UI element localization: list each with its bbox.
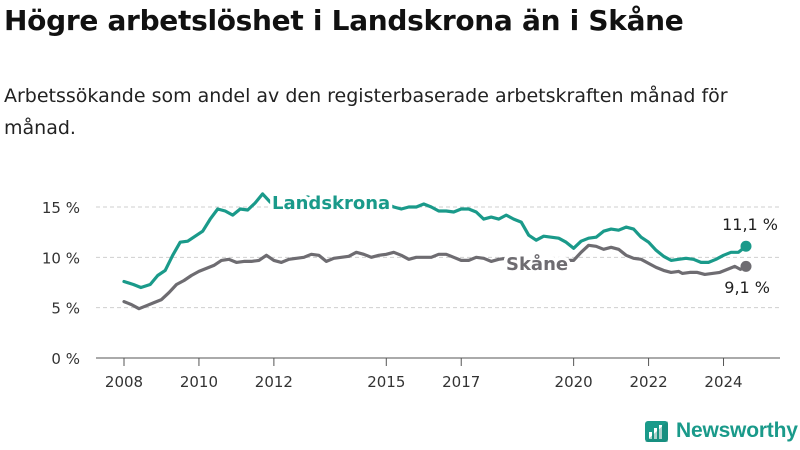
x-tick-label: 2010 xyxy=(180,373,218,391)
end-point-skane xyxy=(740,260,752,272)
x-tick-label: 2024 xyxy=(704,373,742,391)
x-tick-label: 2022 xyxy=(629,373,667,391)
end-point-landskrona xyxy=(740,240,752,252)
series-label-landskrona: Landskrona xyxy=(272,193,390,214)
x-tick-label: 2008 xyxy=(105,373,143,391)
end-value-label-skane: 9,1 % xyxy=(724,278,770,297)
series-label-skane: Skåne xyxy=(506,253,568,275)
series-lines xyxy=(122,192,752,311)
y-tick-label: 0 % xyxy=(51,350,80,368)
brand-logo: Newsworthy xyxy=(644,418,798,444)
x-tick-label: 2017 xyxy=(442,373,480,391)
y-tick-label: 10 % xyxy=(42,249,80,267)
newsworthy-logo-icon xyxy=(645,421,668,442)
end-value-label-landskrona: 11,1 % xyxy=(722,215,778,234)
y-tick-label: 5 % xyxy=(51,300,80,318)
chart-title: Högre arbetslöshet i Landskrona än i Skå… xyxy=(4,4,684,37)
grid-lines xyxy=(96,206,780,359)
x-tick-label: 2012 xyxy=(255,373,293,391)
y-tick-label: 15 % xyxy=(42,199,80,217)
chart-subtitle: Arbetssökande som andel av den registerb… xyxy=(4,85,728,139)
series-labels: Landskrona Skåne 11,1 % 9,1 % xyxy=(269,190,779,298)
x-tick-label: 2015 xyxy=(367,373,405,391)
x-tick-label: 2020 xyxy=(555,373,593,391)
series-line-landskrona xyxy=(122,192,748,290)
brand-name: Newsworthy xyxy=(676,419,798,442)
series-line-skane xyxy=(122,243,748,311)
axis-ticks: 0 % 5 % 10 % 15 % 2008 2010 2012 2015 2017 2020 20… xyxy=(42,199,743,391)
